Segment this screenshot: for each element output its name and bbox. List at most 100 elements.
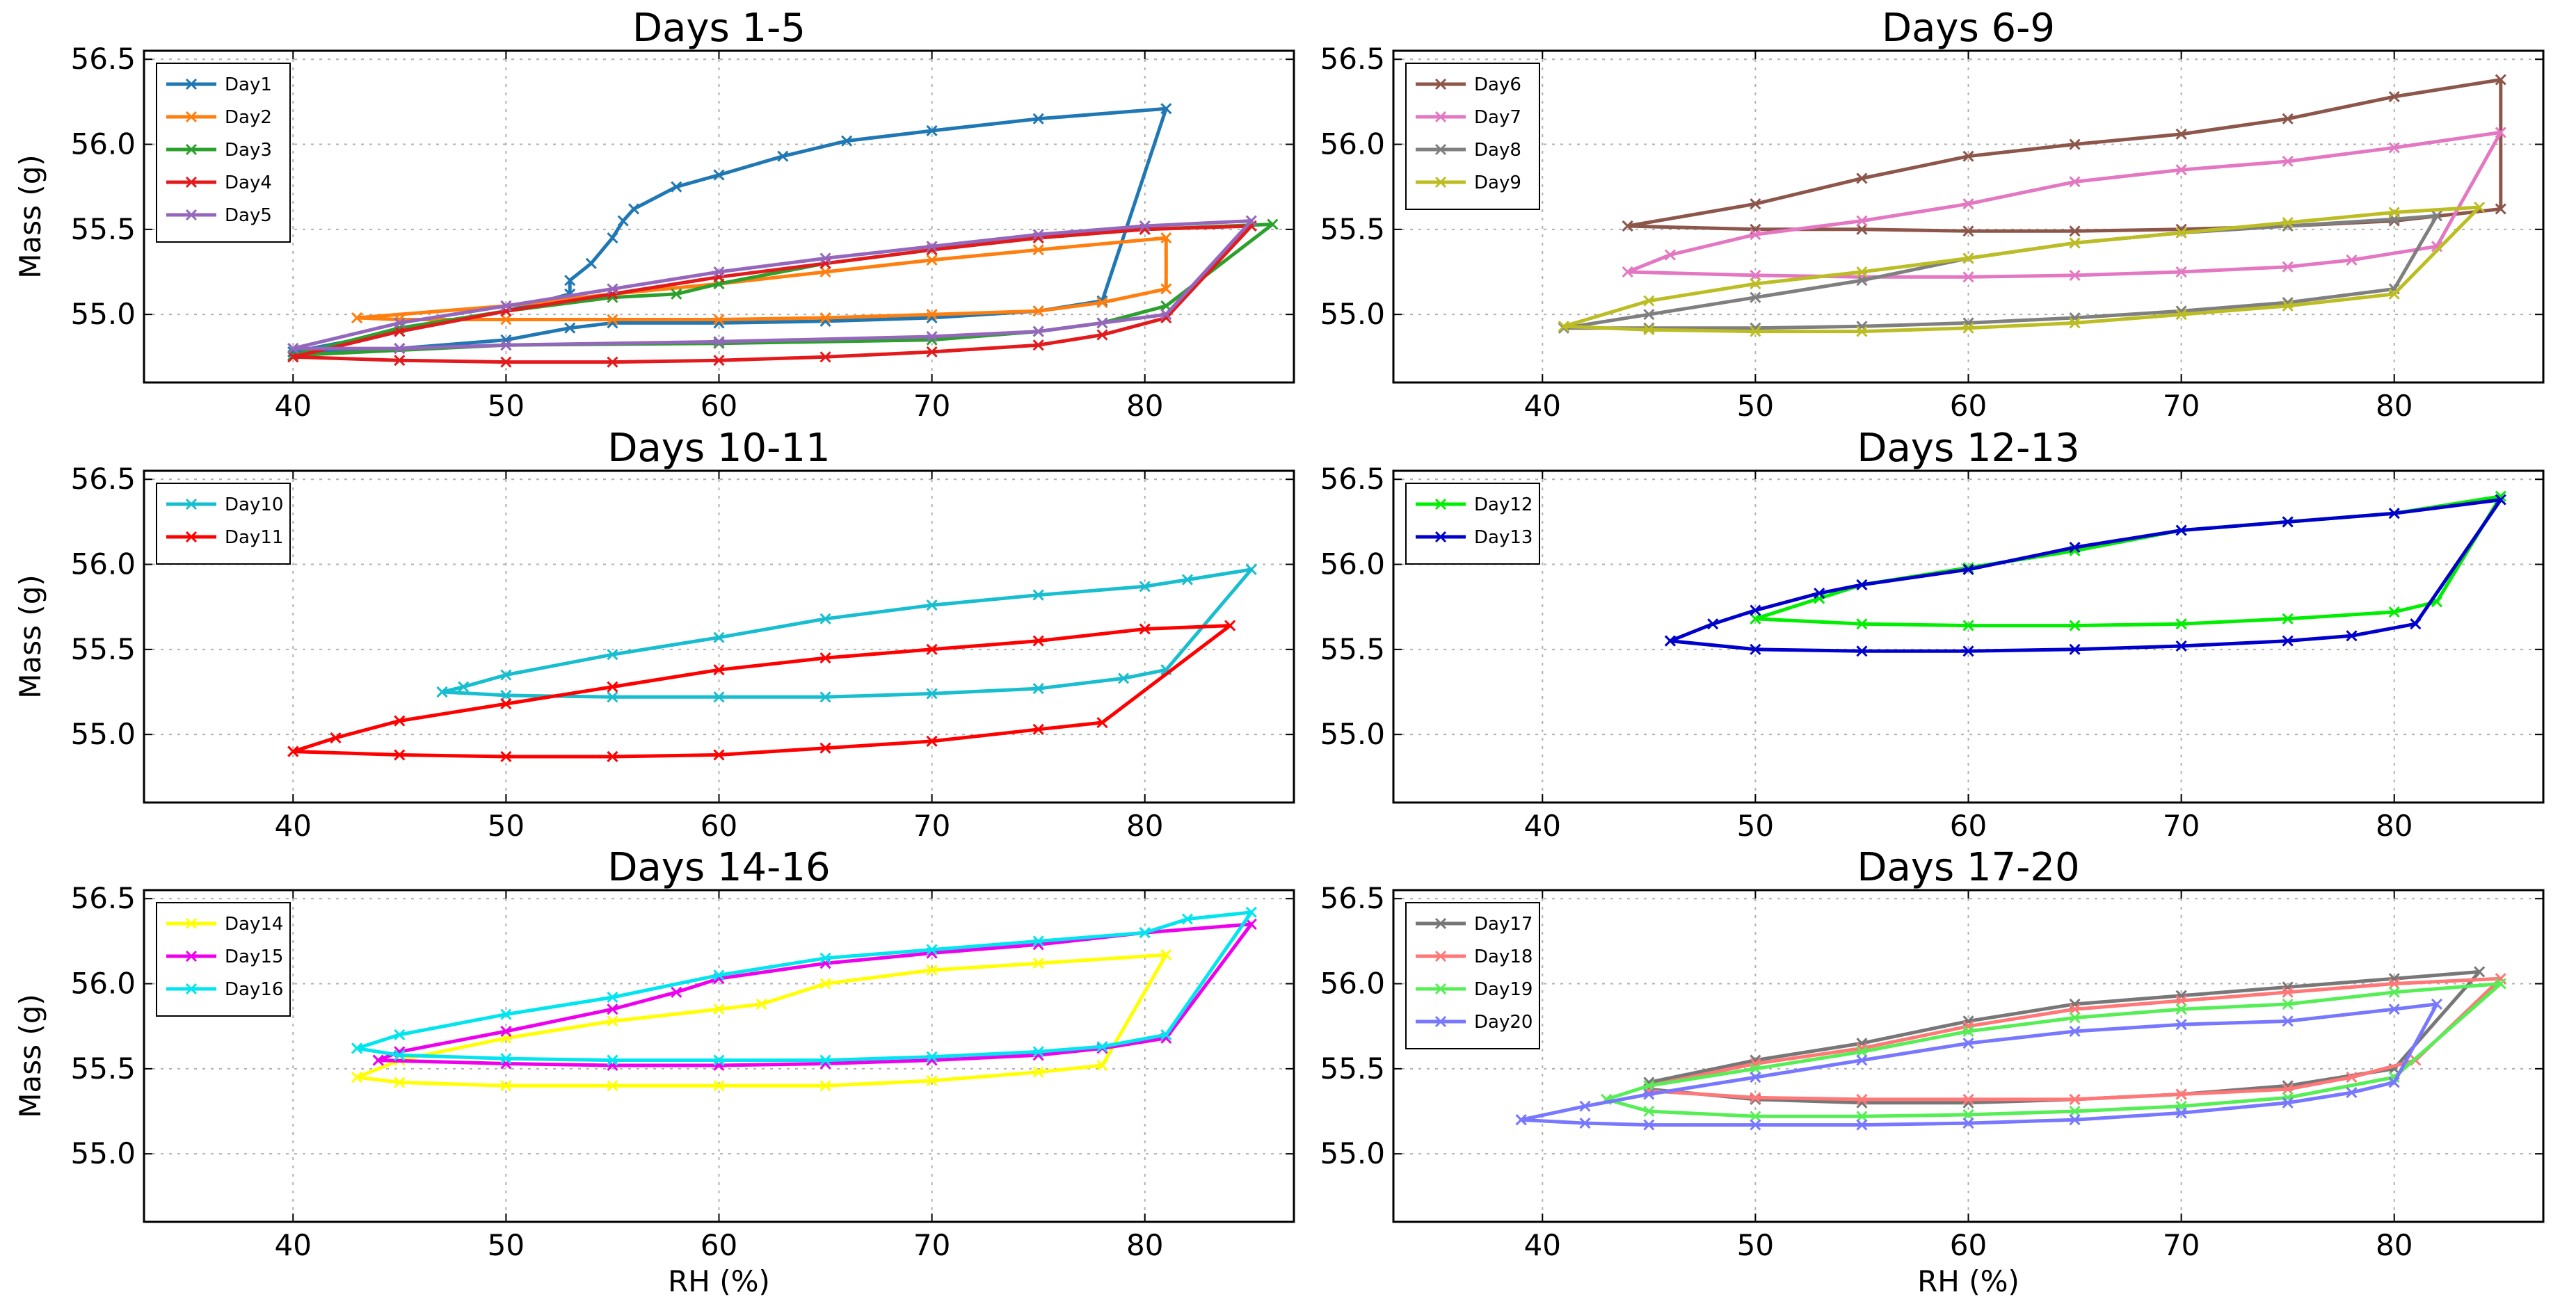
- legend-marker: [185, 983, 198, 995]
- legend-label-day19: Day19: [1474, 979, 1533, 1000]
- data-point: [500, 669, 512, 681]
- legend-label-day10: Day10: [225, 494, 283, 515]
- data-point: [607, 283, 618, 295]
- data-point: [1032, 339, 1044, 351]
- panel-5: 40 50 60 70 80 55.0 55.5 56.0 56.5 Days 14-16 Mass…: [13, 845, 1295, 1298]
- data-point: [617, 215, 629, 227]
- x-tick-label: 50: [488, 389, 525, 423]
- x-tick-label: 50: [488, 809, 525, 843]
- data-point: [819, 691, 831, 703]
- data-point: [1643, 309, 1655, 321]
- legend-label-day4: Day4: [225, 172, 272, 193]
- legend-label-day15: Day15: [225, 946, 283, 967]
- data-point: [713, 266, 725, 278]
- data-point: [330, 732, 342, 744]
- data-point: [1750, 291, 1761, 303]
- data-point: [2069, 1012, 2081, 1024]
- data-point: [2175, 994, 2187, 1007]
- legend-marker: [1434, 917, 1447, 930]
- data-point: [2069, 225, 2081, 237]
- data-point: [2175, 164, 2187, 176]
- data-point: [713, 691, 725, 703]
- data-point: [372, 1054, 384, 1066]
- data-point: [394, 325, 406, 337]
- series-markers-day9: [1558, 201, 2486, 337]
- series-markers-day19: [1601, 978, 2506, 1122]
- legend-marker: [185, 950, 198, 962]
- data-point: [394, 1029, 406, 1040]
- legend: Day10 Day11: [156, 483, 291, 565]
- data-point: [2069, 176, 2081, 188]
- series-markers-day7: [1622, 127, 2506, 283]
- data-point: [2175, 1003, 2187, 1015]
- y-tick-label: 56.0: [70, 547, 136, 581]
- data-point: [1962, 1025, 1974, 1038]
- legend-label-day3: Day3: [225, 140, 272, 161]
- data-point: [2175, 1107, 2187, 1119]
- axes-frame: [143, 49, 1295, 384]
- legend-marker: [1434, 143, 1447, 156]
- panel-1: 40 50 60 70 80 55.0 55.5 56.0 56.5 Days 1-5 Mass (…: [13, 6, 1295, 423]
- data-point: [1643, 1080, 1655, 1092]
- y-axis-label: Mass (g): [13, 574, 47, 699]
- data-point: [1032, 958, 1044, 969]
- data-point: [2282, 998, 2294, 1010]
- x-tick-label: 70: [913, 809, 950, 843]
- data-point: [2069, 643, 2081, 655]
- data-point: [1160, 283, 1172, 295]
- legend-marker: [185, 78, 198, 90]
- data-point: [2282, 986, 2294, 998]
- y-tick-label: 55.5: [70, 212, 136, 246]
- data-point: [1245, 563, 1257, 575]
- x-tick-label: 80: [2376, 389, 2413, 423]
- series-line-day4: [291, 224, 1254, 364]
- series-line-day3: [291, 223, 1274, 357]
- data-point: [2495, 74, 2506, 86]
- data-point: [2175, 227, 2187, 239]
- x-tick-label: 40: [1524, 809, 1561, 843]
- data-point: [713, 631, 725, 643]
- x-tick-label: 60: [701, 809, 737, 843]
- data-point: [2388, 1077, 2400, 1088]
- x-tick-label: 80: [1126, 389, 1163, 423]
- legend-box: [156, 902, 291, 1017]
- data-point: [713, 314, 725, 325]
- y-tick-label: 55.0: [1320, 297, 1385, 331]
- legend: Day1 Day2 Day3 Day4 Day5: [156, 63, 291, 243]
- data-point: [351, 1042, 363, 1054]
- data-point: [1664, 635, 1677, 647]
- data-point: [1643, 1105, 1655, 1118]
- data-point: [926, 124, 938, 137]
- data-point: [2175, 1019, 2187, 1031]
- data-point: [500, 1025, 512, 1038]
- data-point: [926, 964, 938, 976]
- data-point: [1856, 618, 1868, 630]
- data-point: [713, 969, 725, 981]
- panel-title: Days 1-5: [632, 6, 806, 51]
- data-point: [1032, 635, 1044, 647]
- data-point: [1579, 1118, 1591, 1129]
- data-point: [1856, 266, 1868, 278]
- data-point: [2282, 1097, 2294, 1109]
- data-point: [1856, 1054, 1868, 1066]
- data-point: [2282, 1083, 2294, 1095]
- legend-label-day2: Day2: [225, 107, 272, 128]
- data-point: [287, 351, 299, 363]
- data-point: [1096, 317, 1108, 329]
- data-point: [2282, 261, 2294, 273]
- x-tick-label: 80: [1126, 809, 1163, 843]
- x-tick-label: 60: [701, 389, 737, 423]
- data-point: [1962, 1093, 1974, 1105]
- data-point: [500, 1008, 512, 1020]
- x-tick-label: 80: [2376, 809, 2413, 843]
- data-point: [1856, 172, 1868, 184]
- series-line-day2: [355, 236, 1168, 321]
- x-axis-label: RH (%): [1917, 1264, 2019, 1298]
- data-point: [1962, 225, 1974, 237]
- data-point: [1515, 1114, 1527, 1126]
- data-point: [500, 689, 512, 701]
- data-point: [500, 1053, 512, 1065]
- data-point: [1814, 588, 1825, 599]
- y-tick-label: 55.0: [1320, 717, 1385, 751]
- data-point: [2346, 254, 2358, 266]
